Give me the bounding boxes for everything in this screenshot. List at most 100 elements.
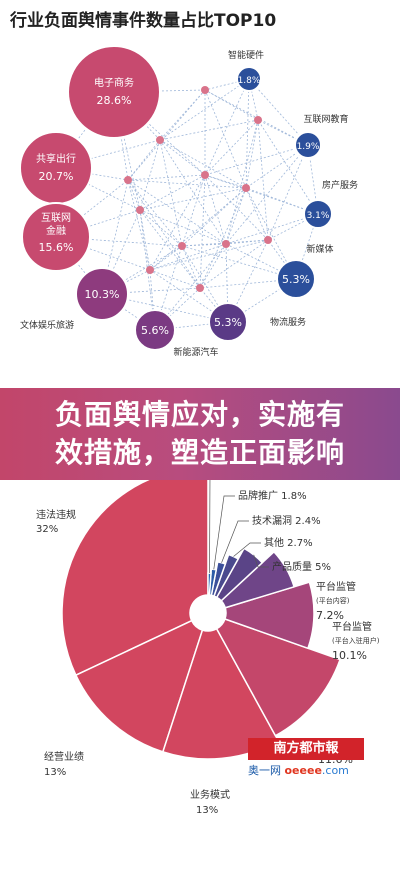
network-link bbox=[204, 89, 309, 146]
pie-leader-line bbox=[233, 542, 261, 557]
network-link bbox=[139, 209, 201, 289]
bubble-label: 物流服务 bbox=[270, 316, 306, 328]
bubble-circle bbox=[236, 66, 262, 92]
network-link bbox=[204, 89, 259, 121]
bubble-value: 1.8% bbox=[238, 76, 261, 86]
network-link bbox=[127, 139, 161, 181]
banner-overlay bbox=[0, 388, 400, 480]
pie-label-8: 其他 2.7% bbox=[233, 536, 313, 557]
pie-hole bbox=[190, 595, 226, 631]
pie-value-text: 32% bbox=[36, 524, 58, 535]
bubble-circle bbox=[134, 309, 176, 351]
pie-label-7: 产品质量 5% bbox=[253, 554, 331, 573]
network-link bbox=[181, 243, 227, 247]
network-link bbox=[225, 213, 319, 245]
bubble-circle bbox=[75, 267, 129, 321]
bubble-label: 金融 bbox=[46, 224, 66, 237]
network-node-dot bbox=[124, 176, 132, 184]
network-link bbox=[139, 209, 227, 245]
pie-label-text: 品牌推广 1.8% bbox=[238, 489, 307, 502]
pie-label-text: 平台监管 bbox=[332, 620, 372, 633]
network-link bbox=[127, 179, 227, 245]
network-link bbox=[204, 78, 250, 91]
pie-label-6: 平台监管 (平台内容) 7.2% bbox=[316, 580, 356, 622]
pie-value-text: 13% bbox=[44, 767, 66, 778]
network-node-dot bbox=[196, 284, 204, 292]
pie-value-text: 10.1% bbox=[332, 649, 367, 662]
network-link bbox=[159, 119, 259, 141]
watermark-site-prefix: 奥一网 bbox=[248, 764, 281, 777]
watermark-site-main: oeeee bbox=[284, 764, 322, 777]
bubble-label: 互联网 bbox=[41, 212, 71, 224]
network-link bbox=[199, 243, 227, 289]
network-link bbox=[127, 179, 151, 271]
network-node-dot bbox=[222, 240, 230, 248]
network-link bbox=[139, 209, 183, 247]
network-link bbox=[204, 78, 250, 176]
network-link bbox=[139, 139, 161, 211]
bubble-label: 共享出行 bbox=[36, 152, 76, 165]
bubble-circle bbox=[303, 199, 333, 229]
network-link bbox=[204, 174, 247, 189]
network-link bbox=[245, 119, 259, 189]
pie-value-text: 13% bbox=[196, 805, 218, 816]
network-link bbox=[149, 269, 201, 289]
source-watermark: 南方都市報 奥一网 oeeee.com bbox=[248, 738, 368, 784]
network-link bbox=[139, 174, 206, 211]
watermark-brand: 南方都市報 bbox=[248, 738, 364, 760]
bubble-label: 新媒体 bbox=[306, 243, 333, 255]
network-link bbox=[204, 144, 309, 176]
bubble-7: 5.3% 新媒体 bbox=[276, 243, 334, 299]
network-link bbox=[154, 245, 183, 331]
pie-leader-line bbox=[253, 554, 269, 568]
banner-line-2: 效措施，塑造正面影响 bbox=[54, 436, 345, 469]
pie-label-2: 经营业绩 13% bbox=[44, 750, 84, 778]
network-link bbox=[149, 245, 183, 271]
network-link bbox=[127, 179, 183, 247]
network-link bbox=[149, 187, 247, 271]
pie-label-text: 违法违规 bbox=[36, 508, 76, 521]
bubble-circle bbox=[208, 302, 248, 342]
watermark-site-suffix: .com bbox=[321, 764, 349, 777]
bubble-circle bbox=[21, 202, 91, 272]
network-link bbox=[204, 89, 247, 189]
bubble-label: 文体娱乐旅游 bbox=[20, 319, 74, 331]
pie-label-9: 技术漏洞 2.4% bbox=[221, 514, 321, 563]
network-link bbox=[127, 179, 201, 289]
network-link bbox=[181, 174, 206, 247]
bubble-6: 5.3% 物流服务 bbox=[208, 302, 306, 342]
network-node-dot bbox=[254, 116, 262, 124]
bubble-circle bbox=[19, 131, 93, 205]
network-link bbox=[248, 78, 309, 146]
pie-label-1: 违法违规 32% bbox=[36, 508, 76, 535]
network-link bbox=[127, 179, 141, 211]
network-link bbox=[181, 245, 201, 289]
pie-label-text: 技术漏洞 2.4% bbox=[252, 514, 321, 527]
network-link bbox=[204, 174, 227, 245]
bubble-value: 5.6% bbox=[141, 324, 169, 337]
network-link bbox=[204, 119, 259, 176]
network-node-dot bbox=[242, 184, 250, 192]
bubble-circle bbox=[276, 259, 316, 299]
network-link bbox=[149, 243, 227, 271]
network-link bbox=[139, 209, 151, 271]
network-link bbox=[149, 239, 269, 271]
network-link bbox=[159, 139, 206, 176]
bubble-value: 5.3% bbox=[214, 316, 242, 329]
network-link bbox=[227, 239, 269, 323]
pie-label-5: 平台监管 (平台入驻用户) 10.1% bbox=[332, 620, 380, 662]
network-link bbox=[159, 139, 247, 189]
network-link bbox=[204, 174, 269, 241]
pie-label-text: 业务模式 bbox=[190, 788, 230, 801]
banner-line-1: 负面舆情应对，实施有 bbox=[54, 398, 345, 431]
bubble-label: 智能硬件 bbox=[228, 49, 264, 61]
network-link bbox=[225, 119, 259, 245]
network-node-dot bbox=[178, 242, 186, 250]
watermark-site: 奥一网 oeeee.com bbox=[248, 762, 364, 780]
network-link bbox=[257, 119, 269, 241]
bubble-circle bbox=[294, 131, 322, 159]
bubble-value: 1.9% bbox=[297, 142, 320, 152]
network-link bbox=[159, 139, 227, 245]
